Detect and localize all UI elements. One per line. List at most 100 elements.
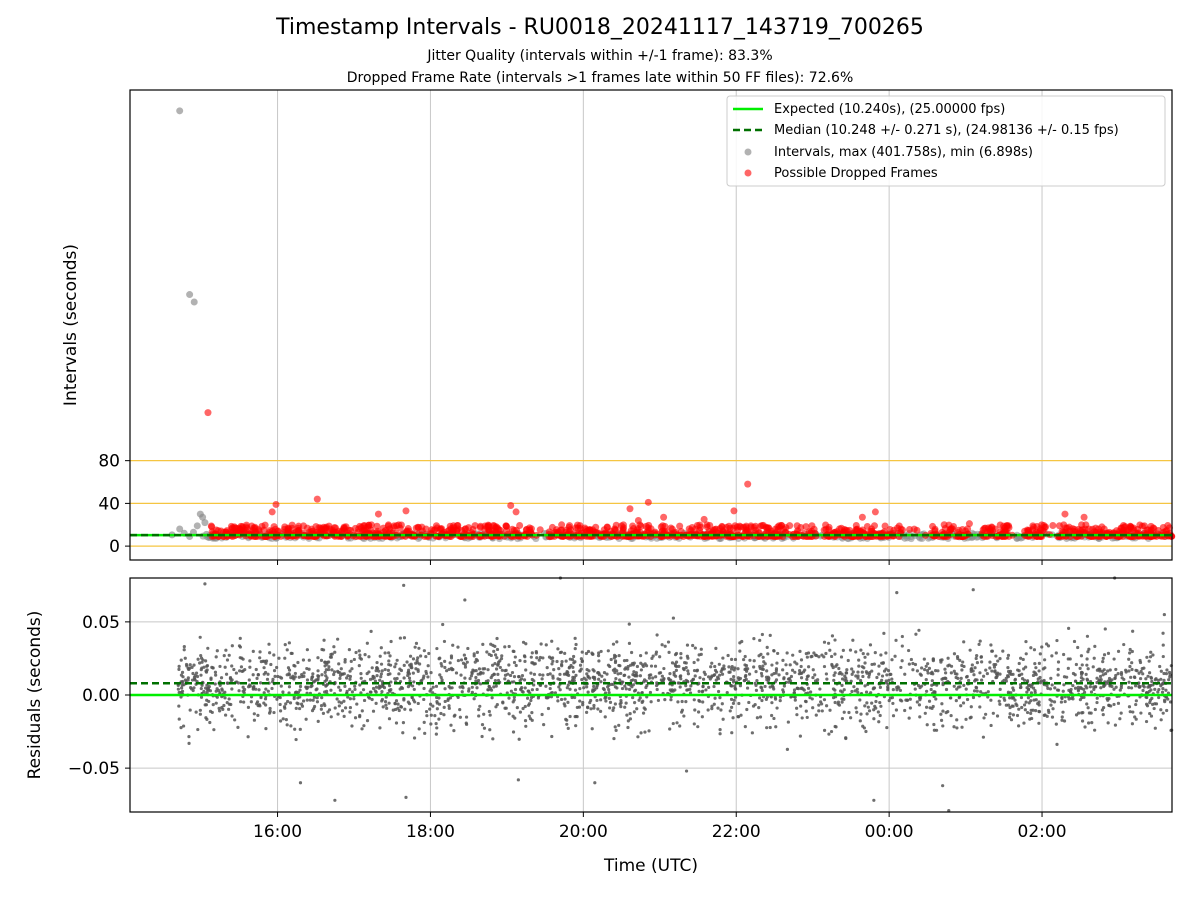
residual-point [840,700,844,704]
residual-point [288,701,293,705]
residual-point [629,679,633,683]
residual-point [447,706,451,710]
residual-point [969,666,974,671]
dropped-frame-point [660,513,668,521]
residual-point [1149,650,1153,654]
residual-point [558,688,562,692]
residual-point [355,702,359,706]
residual-point [822,728,827,732]
residual-point [361,688,366,692]
residual-point [215,649,219,653]
residual-point [671,721,675,726]
residual-point [609,682,613,686]
legend-median-label: Median (10.248 +/- 0.271 s), (24.98136 +… [774,123,1119,138]
residual-point [323,703,327,708]
residual-point [227,653,231,657]
residual-point [224,648,228,652]
x-tick-label: 18:00 [406,822,455,842]
interval-point [907,535,915,543]
residual-point [671,616,676,620]
residual-point [989,723,993,728]
residual-point [205,690,209,694]
residual-point [368,677,373,681]
residual-point [570,657,575,662]
residual-point [410,696,414,700]
residual-point [949,671,953,675]
residual-point [343,660,347,664]
residual-point [506,672,510,676]
residual-point [863,655,867,659]
residual-point [407,702,412,706]
residual-point [851,670,855,674]
residual-point [1130,667,1134,672]
residual-point [954,699,958,703]
residual-point [624,687,628,691]
dropped-frame-point [308,525,316,533]
residual-point [275,697,279,701]
residual-point [1140,667,1144,671]
residual-point [856,674,860,678]
residual-point [609,657,613,662]
residual-point [730,705,734,709]
residual-point [370,666,374,670]
residual-point [682,714,686,718]
residual-point [1055,742,1059,746]
residual-point [239,700,243,704]
residual-point [540,712,544,717]
residual-point [193,678,197,682]
residual-point [298,727,302,731]
residual-point [893,654,897,658]
residual-point [1112,702,1116,707]
residual-point [1099,686,1103,690]
residual-point [927,666,932,670]
residual-point [496,662,500,666]
residual-point [911,668,915,672]
residual-point [324,668,328,672]
dropped-frame-point [1049,521,1057,529]
residual-point [359,672,363,676]
residual-point [363,653,367,657]
residual-point [1049,703,1053,707]
dropped-frame-point [516,521,524,529]
residual-point [861,651,865,656]
residual-point [374,701,378,705]
residual-point [422,720,426,724]
residual-point [681,666,686,671]
residual-point [608,664,612,669]
residual-point [292,663,296,668]
residual-point [860,670,864,674]
residual-point [534,651,539,655]
dropped-frame-point [751,522,759,530]
residual-point [841,648,845,652]
residual-point [277,656,281,660]
residual-point [383,651,387,655]
residual-point [512,675,517,679]
residual-point [218,709,222,713]
residual-point [732,698,736,702]
residual-point [1097,678,1102,682]
residual-point [696,658,700,662]
residual-point [305,678,310,682]
residual-point [379,675,383,679]
residual-point [903,708,907,713]
residual-point [435,646,439,651]
y-tick-label-bottom: 0.05 [82,613,120,633]
residual-point [985,671,989,676]
residual-point [1158,664,1162,669]
residual-point [238,636,242,640]
residual-point [1009,718,1014,722]
residual-point [431,685,435,689]
residual-point [851,638,855,642]
residual-point [1135,669,1139,673]
residual-point [395,676,399,681]
residual-point [504,706,508,710]
residual-point [627,675,631,679]
residual-point [1153,726,1157,730]
residual-point [713,664,717,669]
residual-point [998,702,1002,706]
residual-point [414,641,419,645]
residual-point [1062,652,1066,657]
residual-point [375,660,379,665]
residual-point [793,698,797,702]
residual-point [996,659,1000,663]
